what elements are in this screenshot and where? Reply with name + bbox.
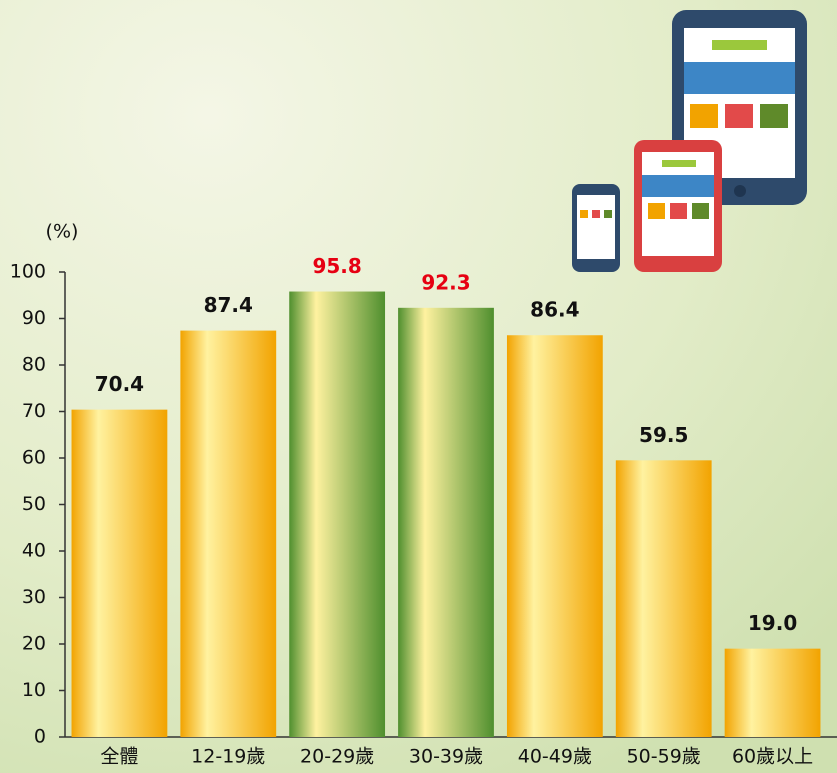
- bar: [506, 335, 603, 737]
- value-label: 19.0: [748, 611, 797, 635]
- y-unit: (%): [46, 221, 79, 243]
- value-label: 87.4: [204, 293, 253, 317]
- x-tick-label: 20-29歲: [300, 746, 374, 768]
- y-tick-label: 100: [10, 261, 46, 283]
- y-tick-label: 40: [22, 540, 46, 562]
- x-tick-label: 全體: [100, 746, 138, 768]
- y-tick-label: 50: [22, 493, 46, 515]
- y-tick-label: 30: [22, 586, 46, 608]
- value-label: 59.5: [639, 423, 688, 447]
- bar: [724, 648, 821, 737]
- value-label: 86.4: [530, 298, 579, 322]
- y-tick-label: 60: [22, 447, 46, 469]
- x-tick-label: 60歲以上: [732, 746, 813, 768]
- value-label: 95.8: [312, 254, 361, 278]
- bar: [71, 409, 168, 737]
- x-tick-label: 30-39歲: [409, 746, 483, 768]
- y-tick-label: 90: [22, 307, 46, 329]
- value-label: 70.4: [95, 372, 144, 396]
- x-tick-label: 40-49歲: [518, 746, 592, 768]
- device-icons: [572, 10, 807, 272]
- y-tick-label: 0: [34, 726, 46, 748]
- y-tick-label: 20: [22, 633, 46, 655]
- x-tick-label: 12-19歲: [191, 746, 265, 768]
- value-label: 92.3: [421, 270, 470, 294]
- y-tick-label: 80: [22, 354, 46, 376]
- x-tick-label: 50-59歲: [627, 746, 701, 768]
- y-tick-label: 70: [22, 400, 46, 422]
- bar: [289, 291, 386, 737]
- bar: [180, 330, 277, 737]
- bar: [615, 460, 712, 737]
- y-tick-label: 10: [22, 679, 46, 701]
- bar: [398, 307, 494, 737]
